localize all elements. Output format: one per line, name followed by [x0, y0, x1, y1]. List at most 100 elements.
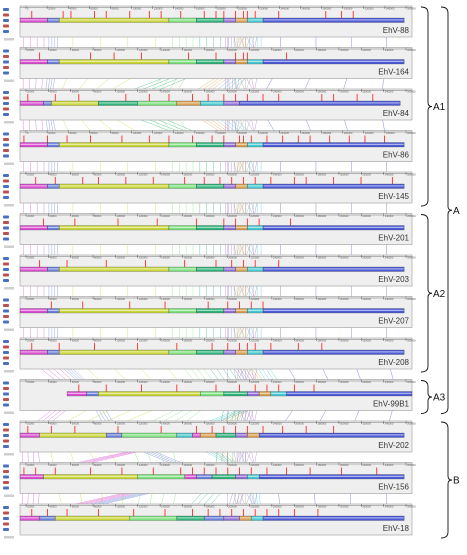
- control-icon[interactable]: [3, 180, 9, 183]
- ruler-tick-label: 120000: [139, 89, 148, 93]
- control-icon[interactable]: [3, 357, 9, 360]
- ruler-tick-label: 340000: [386, 131, 395, 135]
- control-icon[interactable]: [3, 398, 9, 401]
- control-icon[interactable]: [3, 362, 9, 365]
- control-icon[interactable]: [3, 528, 9, 531]
- control-icon[interactable]: [3, 66, 9, 69]
- control-icon[interactable]: [3, 382, 9, 385]
- control-icon[interactable]: [3, 8, 9, 11]
- track-control-icons[interactable]: [3, 133, 9, 158]
- control-icon[interactable]: [3, 227, 9, 230]
- control-icon[interactable]: [3, 481, 9, 484]
- control-icon[interactable]: [3, 14, 9, 17]
- control-icon[interactable]: [3, 138, 9, 141]
- control-icon[interactable]: [3, 263, 9, 266]
- control-icon[interactable]: [3, 61, 9, 64]
- control-icon[interactable]: [3, 133, 9, 136]
- lcb-block-highlight: [264, 144, 404, 145]
- track-control-icons[interactable]: [3, 8, 9, 33]
- control-icon[interactable]: [3, 232, 9, 235]
- control-icon[interactable]: [3, 238, 9, 241]
- control-icon[interactable]: [3, 268, 9, 271]
- track-control-icons[interactable]: [3, 423, 9, 448]
- control-icon[interactable]: [3, 340, 9, 343]
- control-icon[interactable]: [3, 310, 9, 313]
- control-icon[interactable]: [3, 155, 9, 158]
- track-control-icons[interactable]: [3, 382, 9, 407]
- control-icon[interactable]: [3, 191, 9, 194]
- control-icon[interactable]: [3, 434, 9, 437]
- ruler-tick-label: 100000: [116, 214, 125, 218]
- control-icon[interactable]: [3, 423, 9, 426]
- lcb-block-highlight: [48, 351, 59, 352]
- control-icon[interactable]: [3, 429, 9, 432]
- control-icon[interactable]: [3, 351, 9, 354]
- control-icon[interactable]: [3, 445, 9, 448]
- control-icon[interactable]: [3, 274, 9, 277]
- control-icon[interactable]: [3, 144, 9, 147]
- control-icon[interactable]: [3, 517, 9, 520]
- control-icon[interactable]: [3, 476, 9, 479]
- control-icon[interactable]: [3, 196, 9, 199]
- track-control-icons[interactable]: [3, 257, 9, 282]
- control-icon[interactable]: [3, 257, 9, 260]
- ruler-tick-label: 20000: [48, 6, 56, 10]
- control-icon[interactable]: [3, 174, 9, 177]
- track-label: EhV-201: [378, 234, 409, 243]
- track-control-icons[interactable]: [3, 174, 9, 199]
- control-icon[interactable]: [3, 387, 9, 390]
- control-icon[interactable]: [3, 221, 9, 224]
- control-icon[interactable]: [3, 113, 9, 116]
- track-tag: [4, 121, 14, 124]
- track-control-icons[interactable]: [3, 91, 9, 116]
- control-icon[interactable]: [3, 185, 9, 188]
- control-icon[interactable]: [3, 315, 9, 318]
- control-icon[interactable]: [3, 346, 9, 349]
- track-control-icons[interactable]: [3, 299, 9, 324]
- lcb-block-highlight: [21, 517, 40, 518]
- control-icon[interactable]: [3, 299, 9, 302]
- control-icon[interactable]: [3, 25, 9, 28]
- track-tag: [4, 453, 14, 456]
- control-icon[interactable]: [3, 512, 9, 515]
- control-icon[interactable]: [3, 470, 9, 473]
- control-icon[interactable]: [3, 487, 9, 490]
- control-icon[interactable]: [3, 523, 9, 526]
- control-icon[interactable]: [3, 440, 9, 443]
- track-control-icons[interactable]: [3, 340, 9, 365]
- ruler-tick-label: 40000: [49, 214, 57, 218]
- control-icon[interactable]: [3, 304, 9, 307]
- control-icon[interactable]: [3, 30, 9, 33]
- track-control-icons[interactable]: [3, 465, 9, 490]
- control-icon[interactable]: [3, 19, 9, 22]
- control-icon[interactable]: [3, 465, 9, 468]
- lcb-block-highlight: [193, 434, 200, 435]
- control-icon[interactable]: [3, 91, 9, 94]
- control-icon[interactable]: [3, 108, 9, 111]
- control-icon[interactable]: [3, 55, 9, 58]
- control-icon[interactable]: [3, 149, 9, 152]
- control-icon[interactable]: [3, 506, 9, 509]
- ruler-tick-label: 40000: [49, 463, 57, 467]
- control-icon[interactable]: [3, 279, 9, 282]
- ruler-tick-label: 160000: [183, 463, 192, 467]
- ruler-tick-label: 40000: [49, 504, 57, 508]
- ruler-tick-label: 240000: [280, 6, 289, 10]
- control-icon[interactable]: [3, 97, 9, 100]
- control-icon[interactable]: [3, 72, 9, 75]
- control-icon[interactable]: [3, 404, 9, 407]
- lcb-block-highlight: [197, 144, 223, 145]
- control-icon[interactable]: [3, 321, 9, 324]
- lcb-block-highlight: [197, 61, 223, 62]
- control-icon[interactable]: [3, 393, 9, 396]
- ruler-tick-label: 20000: [27, 463, 35, 467]
- track-control-icons[interactable]: [3, 50, 9, 75]
- ruler-tick-label: 320000: [362, 89, 371, 93]
- control-icon[interactable]: [3, 50, 9, 53]
- ruler-tick-label: 160000: [183, 338, 192, 342]
- control-icon[interactable]: [3, 102, 9, 105]
- track-control-icons[interactable]: [3, 216, 9, 241]
- track-control-icons[interactable]: [3, 506, 9, 531]
- control-icon[interactable]: [3, 216, 9, 219]
- ruler-tick-label: 320000: [365, 131, 374, 135]
